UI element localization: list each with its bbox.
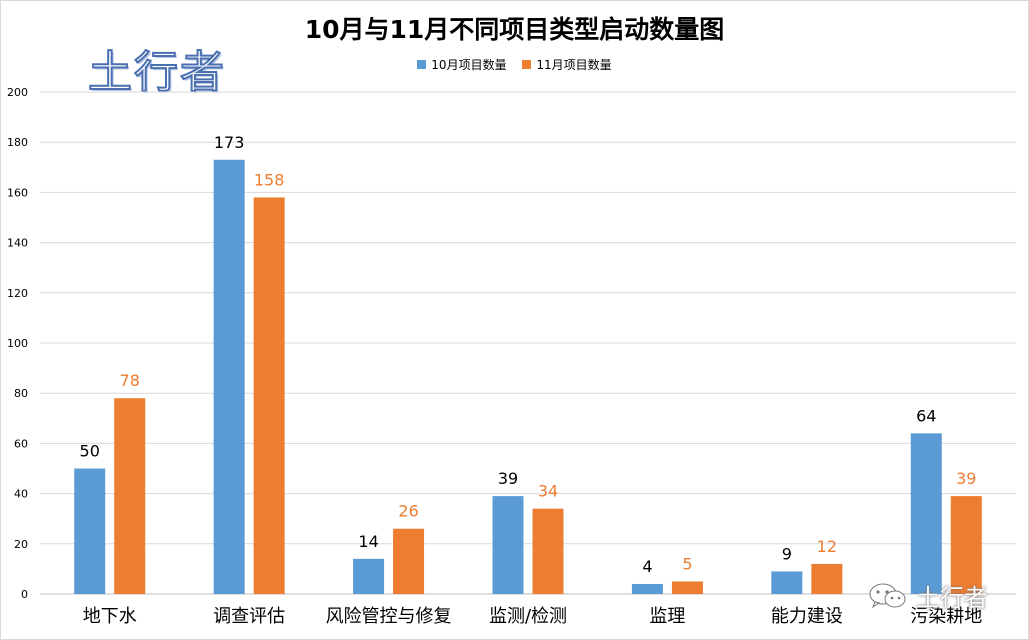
y-tick-label: 200 [7, 86, 28, 99]
y-tick-label: 20 [14, 538, 28, 551]
data-label-oct: 14 [358, 532, 378, 551]
y-tick-label: 160 [7, 186, 28, 199]
data-label-nov: 26 [398, 502, 418, 521]
data-label-oct: 4 [642, 557, 652, 576]
y-tick-label: 180 [7, 136, 28, 149]
bar-nov [671, 581, 703, 594]
x-tick-label: 污染耕地 [910, 606, 982, 627]
data-label-oct: 64 [916, 406, 936, 425]
legend-swatch-oct [417, 60, 427, 69]
data-label-nov: 39 [956, 469, 976, 488]
legend-swatch-nov [522, 60, 532, 69]
y-tick-label: 140 [7, 237, 28, 250]
x-tick-label: 监理 [649, 606, 685, 627]
y-tick-label: 0 [21, 588, 28, 601]
chart-title: 10月与11月不同项目类型启动数量图 [304, 15, 725, 44]
x-tick-label: 风险管控与修复 [326, 606, 452, 627]
data-label-nov: 5 [682, 554, 692, 573]
bar-oct [74, 468, 106, 594]
legend-item-nov: 11月项目数量 [522, 56, 612, 73]
legend-item-oct: 10月项目数量 [417, 56, 507, 73]
bar-nov [393, 528, 425, 594]
y-tick-label: 120 [7, 287, 28, 300]
x-tick-label: 能力建设 [771, 606, 843, 627]
bar-oct [910, 433, 942, 594]
data-label-nov: 158 [254, 170, 285, 189]
legend-label-oct: 10月项目数量 [431, 58, 507, 72]
legend: 10月项目数量 11月项目数量 [0, 56, 1029, 73]
bar-nov [811, 563, 843, 594]
data-label-nov: 78 [120, 371, 140, 390]
bar-oct [631, 583, 663, 594]
x-tick-label: 地下水 [83, 606, 137, 627]
wechat-icon [869, 583, 906, 608]
legend-label-nov: 11月项目数量 [536, 58, 612, 72]
bar-oct [492, 496, 524, 594]
y-tick-label: 80 [14, 387, 28, 400]
data-label-nov: 12 [817, 537, 837, 556]
watermark-logo: 土行者 [87, 46, 226, 99]
watermark-footer-text: 土行者 [916, 584, 988, 612]
bar-oct [213, 159, 245, 594]
bar-oct [771, 571, 803, 594]
x-tick-label: 监测/检测 [489, 606, 567, 627]
x-tick-label: 调查评估 [213, 606, 285, 627]
bar-nov [114, 398, 146, 594]
bar-nov [253, 197, 285, 595]
y-tick-label: 40 [14, 488, 28, 501]
watermark-footer: 土行者 [868, 578, 988, 613]
data-label-oct: 50 [80, 442, 100, 461]
data-label-oct: 173 [214, 133, 245, 152]
data-label-oct: 39 [498, 469, 518, 488]
data-label-oct: 9 [782, 544, 792, 563]
y-tick-label: 60 [14, 437, 28, 450]
bar-nov [950, 496, 982, 594]
data-label-nov: 34 [538, 482, 558, 501]
bar-nov [532, 508, 564, 594]
bar-oct [353, 558, 385, 594]
y-tick-label: 100 [7, 337, 28, 350]
